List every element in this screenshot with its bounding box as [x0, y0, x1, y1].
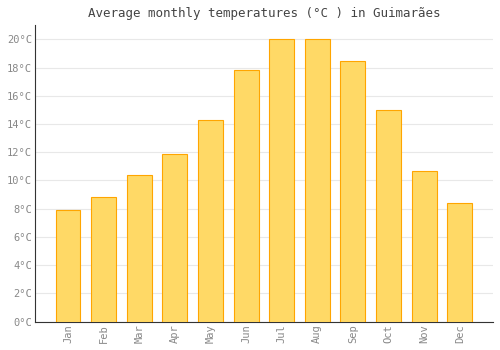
Bar [305, 40, 330, 322]
Bar [376, 110, 401, 322]
Bar [162, 154, 188, 322]
Bar [91, 197, 116, 322]
Bar [234, 70, 258, 322]
Bar [412, 170, 436, 322]
Bar [269, 40, 294, 322]
Bar [340, 61, 365, 322]
Bar [448, 203, 472, 322]
Bar [56, 210, 80, 322]
Title: Average monthly temperatures (°C ) in Guimarães: Average monthly temperatures (°C ) in Gu… [88, 7, 440, 20]
Bar [198, 120, 223, 322]
Bar [127, 175, 152, 322]
